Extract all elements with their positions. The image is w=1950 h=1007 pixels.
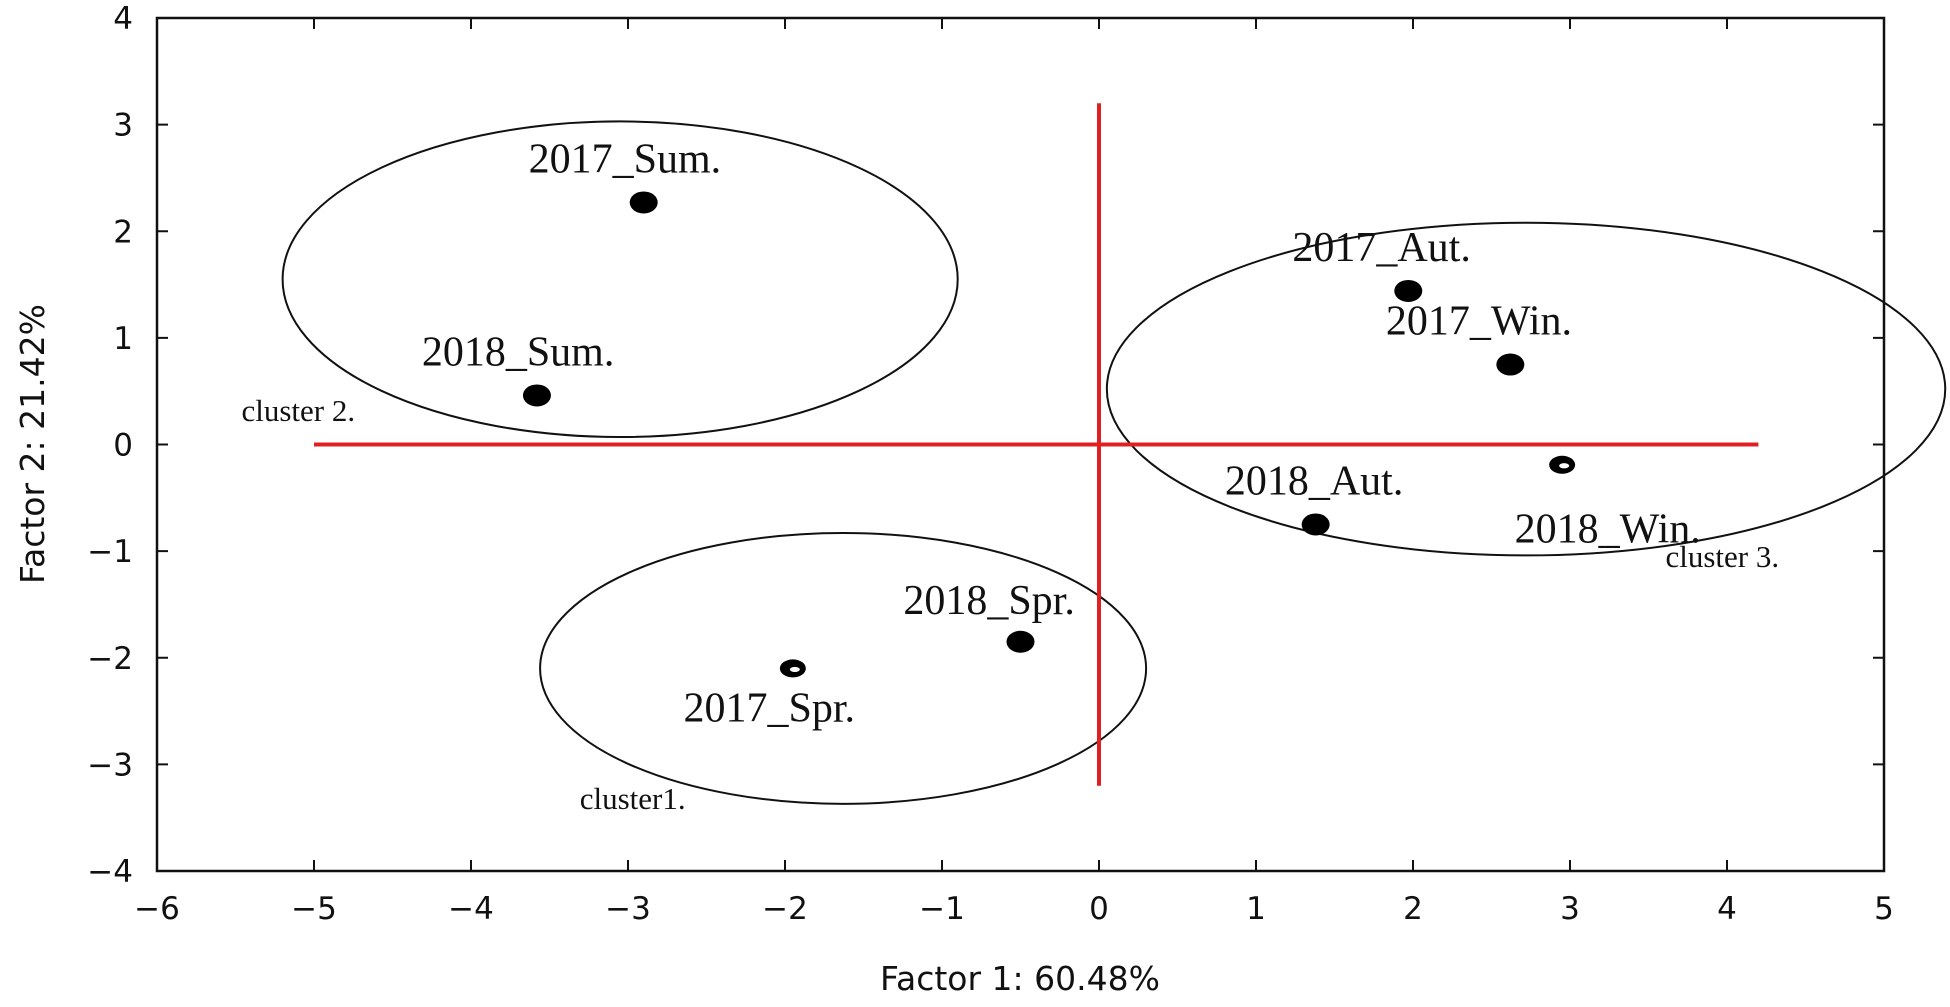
y-tick-label: −2 <box>87 641 133 677</box>
data-points: 2017_Sum. 2018_Sum. 2017_Aut. 2017_Win. 2018… <box>422 137 1701 732</box>
point-marker <box>1006 630 1035 653</box>
y-tick-label: −3 <box>87 747 133 783</box>
reference-lines <box>314 103 1759 786</box>
point-marker-highlight <box>789 666 800 673</box>
x-tick-label: 1 <box>1246 891 1266 927</box>
x-axis-title: Factor 1: 60.48% <box>880 959 1160 998</box>
y-tick-label: 1 <box>113 321 133 357</box>
point-label: 2017_Win. <box>1386 299 1572 345</box>
x-tick-label: −3 <box>605 891 651 927</box>
y-tick-label: 0 <box>113 428 133 464</box>
point-marker <box>1394 279 1423 302</box>
cluster-ellipses: cluster 2. cluster 3. cluster1. <box>241 120 1947 816</box>
y-tick-label: 2 <box>113 214 133 250</box>
cluster-label: cluster 3. <box>1665 539 1779 574</box>
y-axis-title: Factor 2: 21.42% <box>13 304 52 584</box>
point-label: 2018_Spr. <box>903 578 1075 624</box>
point-marker-highlight <box>1559 463 1570 469</box>
point-label: 2017_Spr. <box>684 686 856 732</box>
y-tick-label: −1 <box>87 534 133 570</box>
y-tick-label: −4 <box>87 854 133 890</box>
x-tick-label: 2 <box>1403 891 1423 927</box>
point-label: 2018_Aut. <box>1225 459 1404 505</box>
point-label: 2017_Aut. <box>1292 225 1471 271</box>
x-tick-label: 5 <box>1874 891 1894 927</box>
point-label: 2018_Sum. <box>422 330 615 376</box>
x-tick-label: 0 <box>1089 891 1109 927</box>
cluster-label: cluster 2. <box>241 393 355 428</box>
point-marker <box>629 191 658 214</box>
point-marker <box>1301 513 1330 536</box>
x-tick-label: −5 <box>291 891 337 927</box>
x-tick-label: −1 <box>919 891 965 927</box>
y-tick-label: 3 <box>113 108 133 144</box>
point-label: 2018_Win. <box>1515 507 1701 553</box>
cluster-ellipse <box>1105 221 1947 557</box>
point-label: 2017_Sum. <box>529 137 722 183</box>
point-marker <box>1496 353 1525 376</box>
y-tick-label: 4 <box>113 1 133 37</box>
cluster-label: cluster1. <box>580 781 686 816</box>
x-tick-label: −4 <box>448 891 494 927</box>
x-tick-label: −6 <box>134 891 180 927</box>
x-tick-label: 3 <box>1560 891 1580 927</box>
point-marker <box>522 384 551 407</box>
cluster-ellipse <box>539 531 1148 805</box>
x-tick-label: 4 <box>1717 891 1737 927</box>
x-tick-label: −2 <box>762 891 808 927</box>
cluster-ellipse <box>281 120 959 439</box>
axis-ticks: −6 −5 −4 −3 −2 −1 0 1 2 3 4 5 −4 −3 −2 −1 0 1 2 3 4 <box>87 1 1894 927</box>
